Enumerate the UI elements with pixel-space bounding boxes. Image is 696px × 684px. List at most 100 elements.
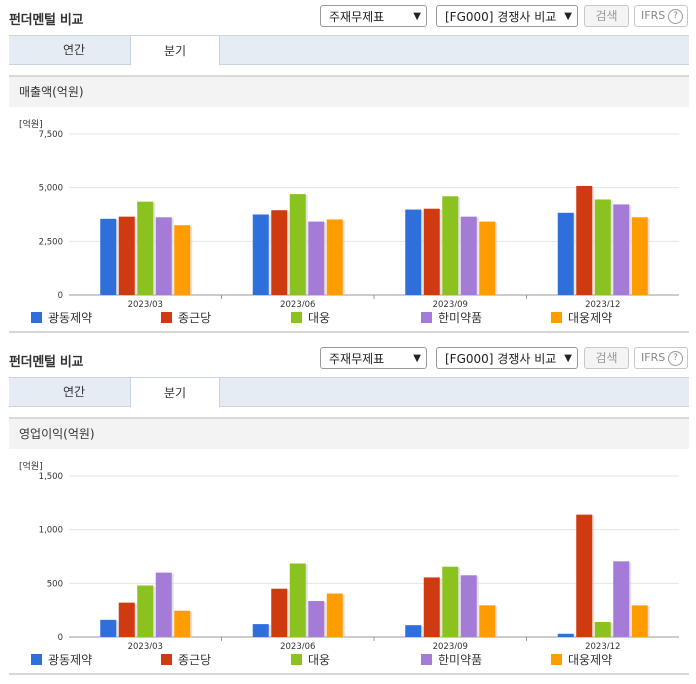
chevron-down-icon: ▼: [564, 11, 572, 22]
y-axis-unit: [억원]: [19, 462, 43, 472]
search-button[interactable]: 검색: [584, 5, 629, 27]
y-tick-label: 1,500: [39, 472, 63, 482]
legend-label: 광동제약: [48, 653, 93, 667]
legend-label: 대웅제약: [568, 653, 613, 667]
bar: [631, 605, 648, 637]
help-icon[interactable]: ?: [668, 351, 683, 366]
x-tick-label: 2023/03: [128, 300, 163, 307]
bar: [460, 216, 477, 295]
legend-item[interactable]: 대웅제약: [551, 310, 612, 326]
legend-label: 종근당: [178, 653, 212, 667]
bar: [594, 621, 611, 637]
chart-title: 매출액(억원): [9, 77, 689, 107]
bar: [155, 572, 172, 637]
bar: [423, 577, 440, 637]
bar: [442, 566, 459, 637]
x-tick-label: 2023/06: [280, 642, 315, 649]
bar: [479, 605, 496, 637]
legend-swatch: [551, 654, 562, 665]
chart-legend: 광동제약 종근당 대웅 한미약품 대웅제약: [31, 310, 681, 328]
bar: [118, 602, 135, 637]
bar: [308, 601, 325, 637]
y-tick-label: 5,000: [39, 184, 63, 194]
tab-quarterly[interactable]: 분기: [130, 35, 220, 66]
statement-select[interactable]: 주재무제표 ▼: [320, 5, 427, 27]
legend-item[interactable]: 광동제약: [31, 310, 92, 326]
bar: [405, 209, 422, 295]
peer-select[interactable]: [FG000] 경쟁사 비교 ▼: [436, 5, 578, 27]
bar: [289, 194, 306, 295]
y-axis-unit: [억원]: [19, 120, 43, 130]
ifrs-button[interactable]: IFRS ?: [634, 347, 688, 369]
ifrs-label: IFRS: [641, 351, 666, 364]
bar: [100, 619, 117, 637]
legend-label: 한미약품: [438, 311, 483, 325]
peer-select-value: [FG000] 경쟁사 비교: [445, 10, 557, 24]
legend-swatch: [161, 312, 172, 323]
bar: [442, 196, 459, 295]
legend-swatch: [291, 654, 302, 665]
y-tick-label: 7,500: [39, 130, 63, 140]
legend-item[interactable]: 대웅: [291, 310, 330, 326]
legend-item[interactable]: 광동제약: [31, 652, 92, 668]
peer-select[interactable]: [FG000] 경쟁사 비교 ▼: [436, 347, 578, 369]
chevron-down-icon: ▼: [413, 11, 421, 22]
tab-quarterly[interactable]: 분기: [130, 377, 220, 408]
legend-swatch: [31, 312, 42, 323]
legend-label: 대웅제약: [568, 311, 613, 325]
legend-label: 대웅: [308, 311, 331, 325]
x-tick-label: 2023/03: [128, 642, 163, 649]
chart-title: 영업이익(억원): [9, 419, 689, 449]
period-tabs: 연간 분기: [9, 35, 689, 66]
tab-annual[interactable]: 연간: [62, 43, 86, 57]
legend-item[interactable]: 한미약품: [421, 310, 482, 326]
x-tick-label: 2023/09: [433, 642, 468, 649]
legend-swatch: [421, 312, 432, 323]
bar: [155, 217, 172, 295]
bar: [613, 204, 630, 295]
legend-swatch: [551, 312, 562, 323]
bar: [308, 221, 325, 295]
legend-item[interactable]: 종근당: [161, 652, 211, 668]
bar: [576, 514, 593, 637]
bar: [576, 185, 593, 295]
chevron-down-icon: ▼: [564, 353, 572, 364]
fundamental-panel-sales: 펀더멘털 비교 주재무제표 ▼ [FG000] 경쟁사 비교 ▼ 검색 IFRS…: [9, 5, 689, 333]
help-icon[interactable]: ?: [668, 9, 683, 24]
y-tick-label: 1,000: [39, 526, 63, 536]
x-tick-label: 2023/09: [433, 300, 468, 307]
bar: [252, 214, 269, 295]
bar: [460, 575, 477, 637]
bar: [271, 588, 288, 637]
legend-label: 대웅: [308, 653, 331, 667]
bar: [326, 219, 343, 295]
bar: [423, 208, 440, 295]
legend-item[interactable]: 한미약품: [421, 652, 482, 668]
legend-item[interactable]: 종근당: [161, 310, 211, 326]
legend-label: 종근당: [178, 311, 212, 325]
y-tick-label: 0: [58, 291, 63, 301]
legend-item[interactable]: 대웅제약: [551, 652, 612, 668]
tab-annual[interactable]: 연간: [62, 385, 86, 399]
bar: [557, 633, 574, 637]
legend-swatch: [31, 654, 42, 665]
bar: [594, 199, 611, 295]
panel-title: 펀더멘털 비교: [9, 13, 84, 28]
fundamental-panel-operating-profit: 펀더멘털 비교 주재무제표 ▼ [FG000] 경쟁사 비교 ▼ 검색 IFRS…: [0, 342, 696, 684]
bar: [118, 216, 135, 295]
legend-item[interactable]: 대웅: [291, 652, 330, 668]
bar: [557, 212, 574, 295]
bar: [405, 625, 422, 637]
chevron-down-icon: ▼: [413, 353, 421, 364]
ifrs-button[interactable]: IFRS ?: [634, 5, 688, 27]
bar: [137, 585, 154, 637]
bar: [613, 561, 630, 637]
peer-select-value: [FG000] 경쟁사 비교: [445, 352, 557, 366]
statement-select[interactable]: 주재무제표 ▼: [320, 347, 427, 369]
search-button[interactable]: 검색: [584, 347, 629, 369]
x-tick-label: 2023/06: [280, 300, 315, 307]
legend-swatch: [291, 312, 302, 323]
legend-swatch: [161, 654, 172, 665]
legend-label: 한미약품: [438, 653, 483, 667]
statement-select-value: 주재무제표: [329, 352, 385, 366]
